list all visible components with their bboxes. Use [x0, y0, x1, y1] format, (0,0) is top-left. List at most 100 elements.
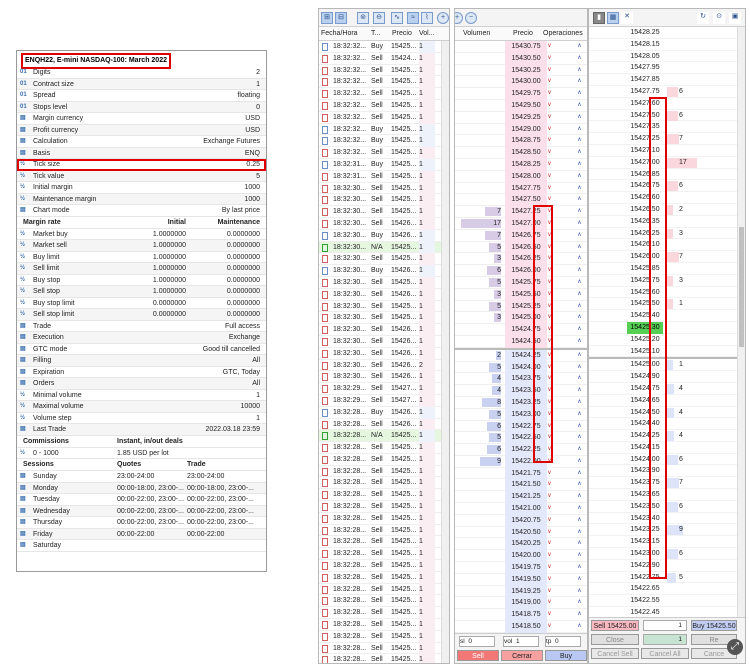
- buy-chevron-icon[interactable]: ∧: [577, 398, 582, 405]
- trade-row[interactable]: 18:32:28... Sell 15425... 1: [319, 595, 449, 608]
- buy-chevron-icon[interactable]: ∧: [577, 231, 582, 238]
- sell-chevron-icon[interactable]: ∨: [547, 149, 552, 156]
- zoom-out-icon[interactable]: −: [465, 12, 477, 24]
- buy-chevron-icon[interactable]: ∧: [577, 587, 582, 594]
- price-column-header[interactable]: Precio: [392, 30, 412, 37]
- trade-row[interactable]: 18:32:30... Sell 15426... 1: [319, 335, 449, 348]
- ladder-row[interactable]: 15425.60: [589, 287, 745, 299]
- buy-chevron-icon[interactable]: ∧: [577, 564, 582, 571]
- depth-row[interactable]: 15420.00 ∨ ∧: [455, 550, 587, 563]
- trade-row[interactable]: 18:32:28... Sell 15425... 1: [319, 501, 449, 513]
- sell-chevron-icon[interactable]: ∨: [547, 78, 552, 85]
- buy-chevron-icon[interactable]: ∧: [577, 267, 582, 274]
- trade-row[interactable]: 18:32:28... Sell 15425... 1: [319, 453, 449, 466]
- ladder-row[interactable]: 15423.25 9: [589, 524, 745, 537]
- ladder-row[interactable]: 15426.75 6: [589, 180, 745, 193]
- sell-chevron-icon[interactable]: ∨: [547, 363, 552, 370]
- trade-row[interactable]: 18:32:29... Sell 15427... 1: [319, 394, 449, 407]
- trade-row[interactable]: 18:32:32... Sell 15425... 1: [319, 64, 449, 77]
- trade-row[interactable]: 18:32:31... Sell 15425... 1: [319, 170, 449, 183]
- trade-row[interactable]: 18:32:28... Sell 15425... 1: [319, 583, 449, 596]
- buy-chevron-icon[interactable]: ∧: [577, 278, 582, 285]
- depth-row[interactable]: 15428.50 ∨ ∧: [455, 147, 587, 159]
- depth-row[interactable]: 3 15425.50 ∨ ∧: [455, 288, 587, 301]
- line-icon[interactable]: ⌇: [421, 12, 433, 24]
- sell-chevron-icon[interactable]: ∨: [547, 314, 552, 321]
- depth-row[interactable]: 15419.75 ∨ ∧: [455, 562, 587, 574]
- depth-row[interactable]: 15430.75 ∨ ∧: [455, 41, 587, 53]
- sell-chevron-icon[interactable]: ∨: [547, 469, 552, 476]
- sell-chevron-icon[interactable]: ∨: [547, 243, 552, 250]
- buy-chevron-icon[interactable]: ∧: [577, 434, 582, 441]
- depth-row[interactable]: 15428.00 ∨ ∧: [455, 170, 587, 183]
- trade-row[interactable]: 18:32:30... Sell 15425... 1: [319, 312, 449, 325]
- depth-row[interactable]: 9 15422.00 ∨ ∧: [455, 455, 587, 468]
- depth-row[interactable]: 5 15426.50 ∨ ∧: [455, 241, 587, 254]
- ladder-row[interactable]: 15423.50 6: [589, 501, 745, 513]
- volume-icon[interactable]: ⊖: [373, 12, 385, 24]
- ladder-row[interactable]: 15425.40: [589, 310, 745, 322]
- buy-chevron-icon[interactable]: ∧: [577, 552, 582, 559]
- depth-row[interactable]: 7 15427.25 ∨ ∧: [455, 206, 587, 218]
- sell-chevron-icon[interactable]: ∨: [547, 505, 552, 512]
- zoom-in-icon[interactable]: +: [437, 12, 449, 24]
- depth-row[interactable]: 15418.75 ∨ ∧: [455, 609, 587, 622]
- sell-chevron-icon[interactable]: ∨: [547, 290, 552, 297]
- depth-row[interactable]: 15420.75 ∨ ∧: [455, 514, 587, 527]
- buy-chevron-icon[interactable]: ∧: [577, 219, 582, 226]
- sl-stepper[interactable]: sl 0: [459, 636, 495, 647]
- depth-row[interactable]: 5 15424.00 ∨ ∧: [455, 361, 587, 374]
- depth-row[interactable]: 15430.00 ∨ ∧: [455, 76, 587, 89]
- type-column-header[interactable]: T...: [371, 30, 381, 37]
- buy-chevron-icon[interactable]: ∧: [577, 113, 582, 120]
- trade-row[interactable]: 18:32:32... Sell 15425... 1: [319, 111, 449, 124]
- depth-row[interactable]: 15424.75 ∨ ∧: [455, 324, 587, 336]
- trade-row[interactable]: 18:32:28... Sell 15425... 1: [319, 654, 449, 663]
- depth-row[interactable]: 6 15422.25 ∨ ∧: [455, 444, 587, 456]
- sell-chevron-icon[interactable]: ∨: [547, 125, 552, 132]
- ladder-row[interactable]: 15424.50 4: [589, 407, 745, 419]
- ladder-row[interactable]: 15425.30: [589, 321, 745, 334]
- buy-chevron-icon[interactable]: ∧: [577, 243, 582, 250]
- sell-button[interactable]: Sell: [457, 650, 499, 661]
- ladder-row[interactable]: 15424.40: [589, 418, 745, 431]
- trade-row[interactable]: 18:32:30... Sell 15425... 1: [319, 300, 449, 313]
- depth-row[interactable]: 15430.50 ∨ ∧: [455, 52, 587, 65]
- depth-row[interactable]: 15427.75 ∨ ∧: [455, 182, 587, 195]
- trade-row[interactable]: 18:32:28... Buy 15426... 1: [319, 406, 449, 419]
- ladder-row[interactable]: 15423.65: [589, 489, 745, 501]
- ladder-row[interactable]: 15426.10: [589, 239, 745, 252]
- depth-row[interactable]: 5 15423.00 ∨ ∧: [455, 408, 587, 421]
- ladder-row[interactable]: 15426.35: [589, 216, 745, 228]
- trade-row[interactable]: 18:32:32... Sell 15425... 1: [319, 99, 449, 112]
- buy-chevron-icon[interactable]: ∧: [577, 481, 582, 488]
- buy-chevron-icon[interactable]: ∧: [577, 422, 582, 429]
- sell-chevron-icon[interactable]: ∨: [547, 493, 552, 500]
- depth-row[interactable]: 4 15423.75 ∨ ∧: [455, 373, 587, 386]
- ladder-row[interactable]: 15424.15: [589, 442, 745, 454]
- trade-row[interactable]: 18:32:30... Sell 15426... 1: [319, 347, 449, 360]
- trade-row[interactable]: 18:32:28... Sell 15425... 1: [319, 524, 449, 537]
- buy-chevron-icon[interactable]: ∧: [577, 493, 582, 500]
- buy-chevron-icon[interactable]: ∧: [577, 528, 582, 535]
- wave-icon[interactable]: ∿: [391, 12, 403, 24]
- trade-row[interactable]: 18:32:28... Sell 15425... 1: [319, 442, 449, 454]
- ladder-row[interactable]: 15422.55: [589, 595, 745, 608]
- close-position-button[interactable]: Close: [591, 634, 639, 645]
- ladder-row[interactable]: 15423.75 7: [589, 477, 745, 490]
- cancel-sell-button[interactable]: Cancel Sell: [591, 648, 639, 659]
- ladder-row[interactable]: 15424.00 6: [589, 454, 745, 466]
- ladder-row[interactable]: 15427.25 7: [589, 133, 745, 145]
- trade-row[interactable]: 18:32:30... Sell 15425... 1: [319, 194, 449, 207]
- buy-chevron-icon[interactable]: ∧: [577, 302, 582, 309]
- trade-row[interactable]: 18:32:30... Buy 15426... 1: [319, 265, 449, 277]
- sell-chevron-icon[interactable]: ∨: [547, 184, 552, 191]
- buy-price-button[interactable]: Buy 15425.50: [691, 620, 737, 631]
- trade-row[interactable]: 18:32:30... Sell 15426... 1: [319, 217, 449, 230]
- price-column-header[interactable]: Precio: [513, 30, 533, 37]
- sell-chevron-icon[interactable]: ∨: [547, 587, 552, 594]
- depth-row[interactable]: 4 15423.50 ∨ ∧: [455, 385, 587, 397]
- sell-chevron-icon[interactable]: ∨: [547, 623, 552, 630]
- depth-row[interactable]: 15418.50 ∨ ∧: [455, 621, 587, 633]
- depth-row[interactable]: 15421.25 ∨ ∧: [455, 491, 587, 504]
